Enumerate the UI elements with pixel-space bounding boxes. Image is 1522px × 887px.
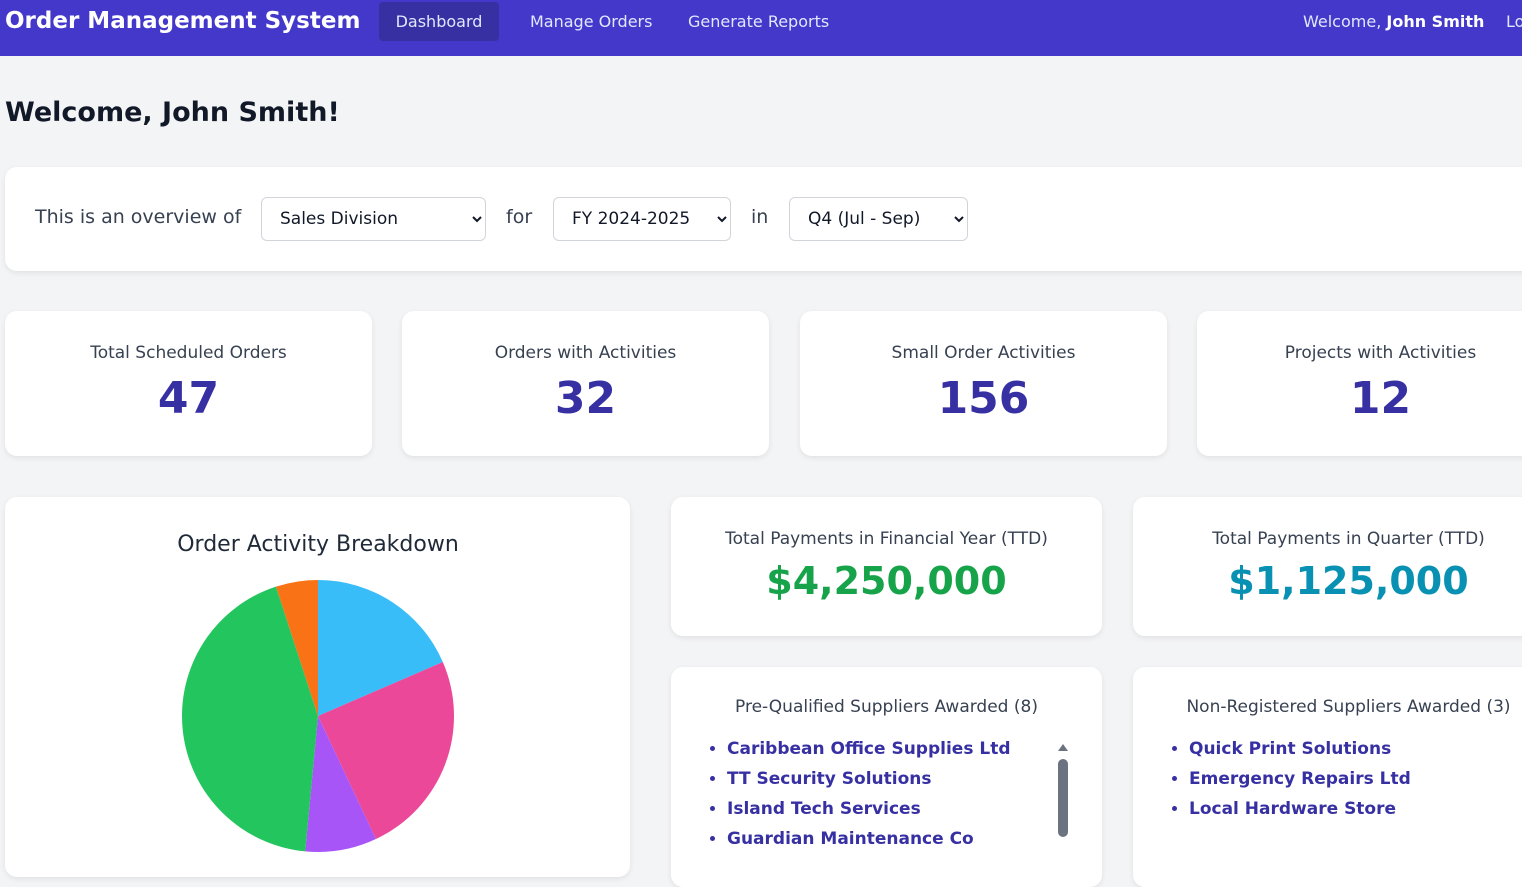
supplier-item[interactable]: TT Security Solutions (727, 767, 1011, 797)
pie-slice (275, 580, 318, 716)
stat-card: Total Scheduled Orders 47 (5, 311, 372, 456)
pie-slice (305, 716, 376, 852)
stat-label: Orders with Activities (494, 343, 677, 363)
user-greeting: Welcome, John Smith (1303, 12, 1484, 31)
supplier-list: Caribbean Office Supplies Ltd TT Securit… (705, 737, 1011, 857)
payment-label: Total Payments in Quarter (TTD) (1212, 529, 1485, 549)
filter-text: This is an overview of (35, 206, 242, 228)
stat-card: Orders with Activities 32 (402, 311, 769, 456)
payment-value: $4,250,000 (766, 559, 1007, 603)
supplier-title: Non-Registered Suppliers Awarded (3) (1186, 697, 1511, 717)
logout-link[interactable]: Logout (1506, 12, 1522, 31)
stat-label: Total Scheduled Orders (90, 343, 287, 363)
stat-value: 47 (157, 373, 220, 424)
stat-value: 156 (937, 373, 1030, 424)
stat-card: Small Order Activities 156 (800, 311, 1167, 456)
payment-value: $1,125,000 (1228, 559, 1469, 603)
supplier-item[interactable]: Island Tech Services (727, 797, 1011, 827)
pie-slice (318, 580, 443, 716)
quarter-select[interactable]: Q4 (Jul - Sep) (789, 197, 968, 241)
supplier-item[interactable]: Quick Print Solutions (1189, 737, 1411, 767)
nav-link[interactable]: Dashboard (379, 2, 499, 41)
supplier-card: Pre-Qualified Suppliers Awarded (8) Cari… (671, 667, 1102, 887)
filter-text: for (506, 206, 533, 228)
stat-value: 12 (1349, 373, 1412, 424)
supplier-item[interactable]: Local Hardware Store (1189, 797, 1411, 827)
nav-link[interactable]: Generate Reports (688, 12, 830, 31)
filter-text: in (751, 206, 769, 228)
payment-label: Total Payments in Financial Year (TTD) (725, 529, 1048, 549)
filter-card (5, 167, 1522, 271)
navbar: Order Management System Dashboard Manage… (0, 0, 1522, 56)
payment-card: Total Payments in Financial Year (TTD) $4… (671, 497, 1102, 636)
page-heading: Welcome, John Smith! (5, 97, 340, 128)
pie-slice (182, 586, 318, 852)
division-select[interactable]: Sales Division (261, 197, 486, 241)
user-name: John Smith (1386, 12, 1485, 31)
greeting: Welcome, (1303, 12, 1382, 31)
chart-card: Order Activity Breakdown (5, 497, 630, 877)
supplier-list: Quick Print Solutions Emergency Repairs … (1167, 737, 1411, 827)
supplier-title: Pre-Qualified Suppliers Awarded (8) (735, 697, 1038, 717)
payment-card: Total Payments in Quarter (TTD) $1,125,00… (1133, 497, 1522, 636)
stat-label: Small Order Activities (891, 343, 1076, 363)
supplier-item[interactable]: Emergency Repairs Ltd (1189, 767, 1411, 797)
scrollbar[interactable] (1054, 739, 1072, 859)
pie-slice (318, 661, 454, 840)
pie-chart: Order Activity Breakdown (177, 532, 459, 852)
nav-link[interactable]: Manage Orders (530, 12, 653, 31)
chart-title: Order Activity Breakdown (177, 532, 459, 557)
stat-value: 32 (554, 373, 617, 424)
supplier-item[interactable]: Guardian Maintenance Co (727, 827, 1011, 857)
supplier-item[interactable]: Caribbean Office Supplies Ltd (727, 737, 1011, 767)
stat-label: Projects with Activities (1284, 343, 1477, 363)
supplier-card: Non-Registered Suppliers Awarded (3) Qui… (1133, 667, 1522, 887)
app-title: Order Management System (5, 8, 361, 34)
stat-card: Projects with Activities 12 (1197, 311, 1522, 456)
year-select[interactable]: FY 2024-2025 (553, 197, 731, 241)
page: Order Management System Dashboard Manage… (0, 0, 1522, 856)
